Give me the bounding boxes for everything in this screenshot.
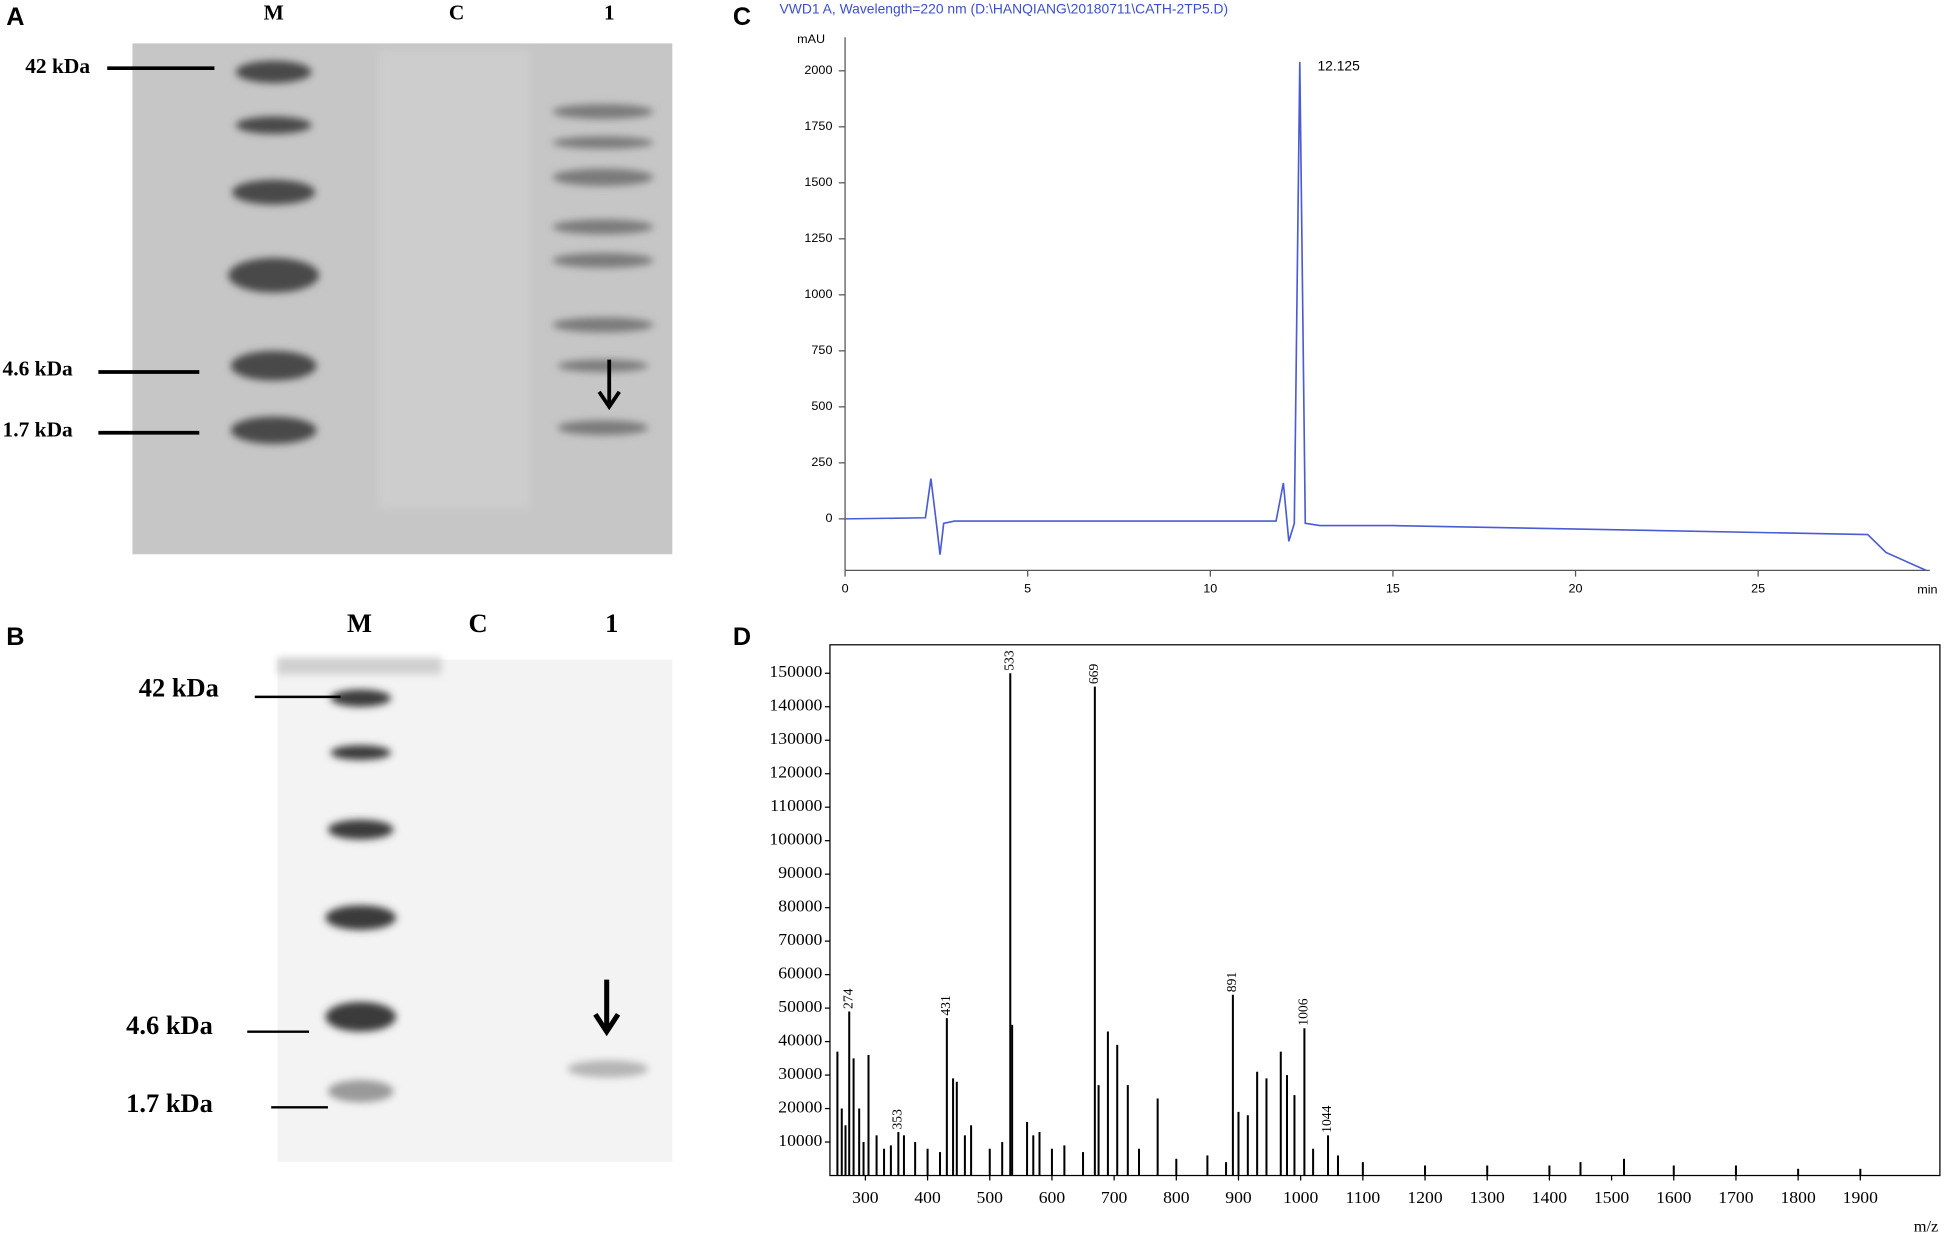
x-tick-label: 600 xyxy=(1039,1187,1066,1207)
y-tick-label: 10000 xyxy=(778,1130,822,1150)
y-tick-label: 80000 xyxy=(778,896,822,916)
y-tick-label: 2000 xyxy=(804,63,832,77)
x-tick-label: 20 xyxy=(1569,581,1583,595)
peak-label: 1006 xyxy=(1295,998,1310,1025)
y-tick-label: 150000 xyxy=(769,661,822,681)
y-tick-label: 120000 xyxy=(769,762,822,782)
y-tick-label: 60000 xyxy=(778,963,822,983)
y-tick-label: 1250 xyxy=(804,231,832,245)
marker-label: 42 kDa xyxy=(139,674,219,703)
x-tick-label: 500 xyxy=(977,1187,1004,1207)
x-tick-label: 1100 xyxy=(1346,1187,1381,1207)
lane-label: M xyxy=(264,1,284,25)
marker-lines xyxy=(98,66,215,435)
x-tick-label: 1200 xyxy=(1407,1187,1443,1207)
marker-label: 1.7 kDa xyxy=(3,418,74,442)
marker-label: 4.6 kDa xyxy=(126,1011,213,1040)
marker-bands xyxy=(228,60,320,444)
y-tick-label: 30000 xyxy=(778,1063,822,1083)
x-axis-label: min xyxy=(1917,583,1937,597)
chart-title: VWD1 A, Wavelength=220 nm (D:\HANQIANG\2… xyxy=(779,2,1228,17)
peak-label: 353 xyxy=(889,1109,904,1130)
marker-label: 1.7 kDa xyxy=(126,1089,213,1118)
x-tick-label: 1400 xyxy=(1532,1187,1568,1207)
y-tick-label: 50000 xyxy=(778,996,822,1016)
peak-annotation: 12.125 xyxy=(1317,59,1360,74)
gel-a: M C 1 42 kDa 4.6 kDa 1.7 kDa xyxy=(3,1,673,555)
y-axis-label: mAU xyxy=(797,32,825,46)
y-tick-label: 20000 xyxy=(778,1097,822,1117)
x-tick-label: 1700 xyxy=(1718,1187,1754,1207)
lane-label: C xyxy=(449,1,464,25)
x-tick-label: 400 xyxy=(914,1187,941,1207)
marker-label: 4.6 kDa xyxy=(3,357,74,381)
x-tick-label: 800 xyxy=(1163,1187,1190,1207)
line-trace xyxy=(845,61,1927,572)
marker-label: 42 kDa xyxy=(25,54,90,78)
marker-band xyxy=(327,1080,394,1103)
sample-band xyxy=(567,1060,649,1078)
gel-well xyxy=(277,657,442,675)
y-tick-label: 40000 xyxy=(778,1030,822,1050)
plot-frame xyxy=(829,644,1941,1177)
lane-label: 1 xyxy=(604,1,615,25)
x-tick-label: 300 xyxy=(852,1187,879,1207)
x-tick-label: 700 xyxy=(1101,1187,1128,1207)
arrow xyxy=(597,359,621,411)
y-tick-label: 100000 xyxy=(769,829,822,849)
y-tick-label: 70000 xyxy=(778,929,822,949)
lane-label: 1 xyxy=(605,609,618,638)
peak-label: 431 xyxy=(938,995,953,1016)
x-tick-label: 900 xyxy=(1225,1187,1252,1207)
y-tick-label: 1750 xyxy=(804,119,832,133)
sample-bands xyxy=(552,104,654,436)
x-tick-label: 1300 xyxy=(1470,1187,1506,1207)
x-tick-label: 1000 xyxy=(1283,1187,1319,1207)
x-tick-label: 15 xyxy=(1386,581,1400,595)
peak-label: 533 xyxy=(1001,650,1016,671)
y-tick-label: 110000 xyxy=(770,795,823,815)
peak-label: 274 xyxy=(840,988,855,1009)
y-tick-label: 140000 xyxy=(769,695,822,715)
panel-letter: B xyxy=(6,623,24,651)
peak-label: 669 xyxy=(1086,664,1101,685)
marker-lines xyxy=(247,695,341,1109)
gel-b: M C 1 42 kDa 4.6 kDa 1.7 kDa xyxy=(126,609,673,1162)
gel-lane xyxy=(378,49,530,509)
panel-letter: A xyxy=(6,3,24,31)
panel-letter: D xyxy=(733,623,751,651)
y-tick-label: 90000 xyxy=(778,862,822,882)
x-tick-label: 25 xyxy=(1751,581,1765,595)
x-axis-label: m/z xyxy=(1914,1217,1939,1235)
x-tick-label: 1900 xyxy=(1843,1187,1879,1207)
x-tick-label: 1800 xyxy=(1780,1187,1816,1207)
arrow xyxy=(593,979,621,1037)
lane-label: M xyxy=(347,609,372,638)
y-tick-label: 1000 xyxy=(804,287,832,301)
lane-label: C xyxy=(468,609,487,638)
x-tick-label: 1500 xyxy=(1594,1187,1630,1207)
y-tick-label: 0 xyxy=(825,511,832,525)
y-tick-label: 130000 xyxy=(769,728,822,748)
marker-bands xyxy=(325,689,397,1032)
peak-label: 891 xyxy=(1224,972,1239,993)
peak-label: 1044 xyxy=(1319,1105,1334,1132)
x-tick-label: 5 xyxy=(1024,581,1031,595)
y-tick-label: 1500 xyxy=(804,175,832,189)
y-tick-label: 750 xyxy=(811,343,832,357)
y-tick-label: 250 xyxy=(811,455,832,469)
y-tick-label: 500 xyxy=(811,399,832,413)
x-tick-label: 0 xyxy=(842,581,849,595)
x-tick-label: 1600 xyxy=(1656,1187,1692,1207)
panel-letter: C xyxy=(733,3,751,31)
x-tick-label: 10 xyxy=(1203,581,1217,595)
